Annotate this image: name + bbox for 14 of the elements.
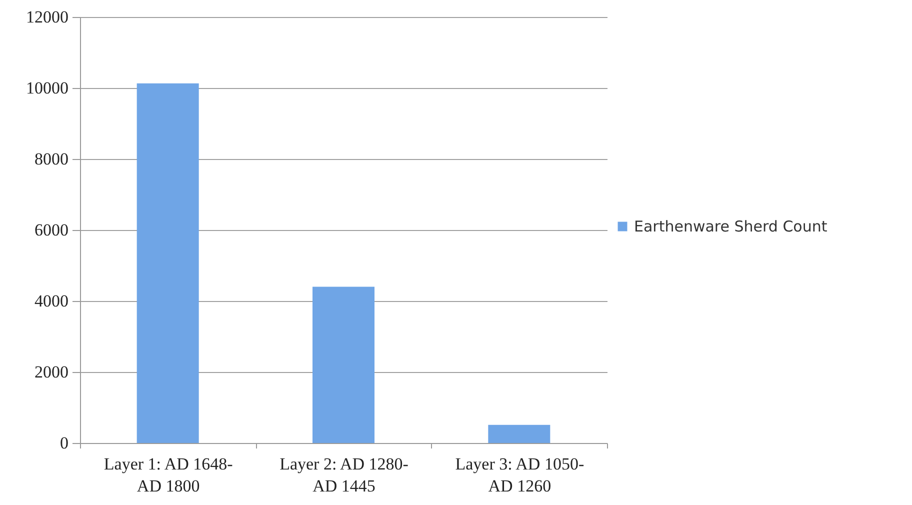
bar — [312, 286, 374, 443]
y-tick-label: 8000 — [34, 150, 68, 168]
y-tick-label: 10000 — [26, 78, 68, 98]
y-tick-label: 0 — [60, 434, 68, 452]
bar — [136, 83, 199, 443]
y-tick-label: 2000 — [34, 362, 68, 382]
y-tick-label: 12000 — [26, 8, 68, 26]
x-tick-label: Layer 2: AD 1280-AD 1445 — [280, 454, 409, 496]
x-tick-label: Layer 3: AD 1050-AD 1260 — [455, 454, 584, 496]
y-tick-label: 6000 — [34, 220, 68, 240]
y-tick-label: 4000 — [34, 292, 68, 310]
bar — [488, 424, 550, 443]
x-tick-label: Layer 1: AD 1648-AD 1800 — [104, 454, 234, 496]
legend-label: Earthenware Sherd Count — [634, 218, 828, 236]
